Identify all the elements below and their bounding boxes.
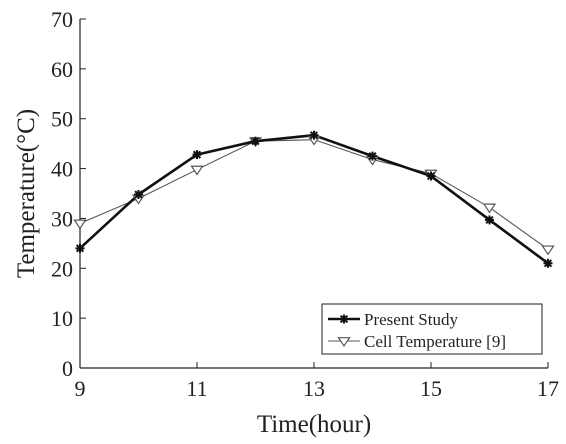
x-tick-label: 11 — [186, 376, 207, 401]
data-point-present-study — [426, 171, 436, 181]
data-point-cell-temperature — [482, 203, 497, 214]
y-tick-label: 60 — [51, 57, 73, 82]
data-point-present-study — [368, 151, 377, 161]
data-point-present-study — [134, 189, 143, 199]
series-line-present-study — [79, 133, 549, 265]
series-markers — [73, 130, 555, 268]
y-tick-label: 30 — [51, 206, 73, 231]
x-tick-label: 13 — [303, 376, 325, 401]
y-tick-label: 50 — [51, 107, 73, 132]
legend-label: Cell Temperature [9] — [364, 332, 506, 351]
legend-box — [321, 303, 543, 355]
data-point-present-study — [309, 130, 319, 140]
legend-marker — [337, 337, 351, 348]
y-axis-label: Temperature(°C) — [13, 109, 40, 278]
y-tick-label: 40 — [51, 157, 73, 182]
data-point-present-study — [485, 215, 494, 225]
series-lines — [79, 133, 549, 265]
data-point-present-study — [251, 136, 260, 146]
legend: Present Study Cell Temperature [9] — [321, 303, 543, 355]
data-point-cell-temperature — [190, 165, 204, 176]
x-tick-label: 17 — [537, 376, 559, 401]
x-tick-label: 9 — [75, 376, 86, 401]
legend-marker — [339, 314, 349, 324]
y-tick-label: 70 — [51, 7, 73, 32]
y-tick-label: 20 — [51, 256, 73, 281]
x-axis-label: Time(hour) — [257, 411, 371, 438]
data-point-present-study — [192, 150, 202, 160]
data-point-present-study — [543, 258, 553, 268]
y-tick-label: 10 — [51, 306, 73, 331]
data-point-cell-temperature — [541, 245, 555, 256]
y-tick-label: 0 — [62, 356, 73, 381]
data-point-cell-temperature — [73, 219, 87, 230]
x-tick-label: 15 — [420, 376, 442, 401]
legend-label: Present Study — [364, 310, 458, 329]
series-line-cell-temperature — [79, 139, 549, 250]
axes: 0 10 20 30 40 50 60 70 9 11 13 15 17 — [51, 7, 559, 401]
data-point-present-study — [75, 243, 85, 253]
